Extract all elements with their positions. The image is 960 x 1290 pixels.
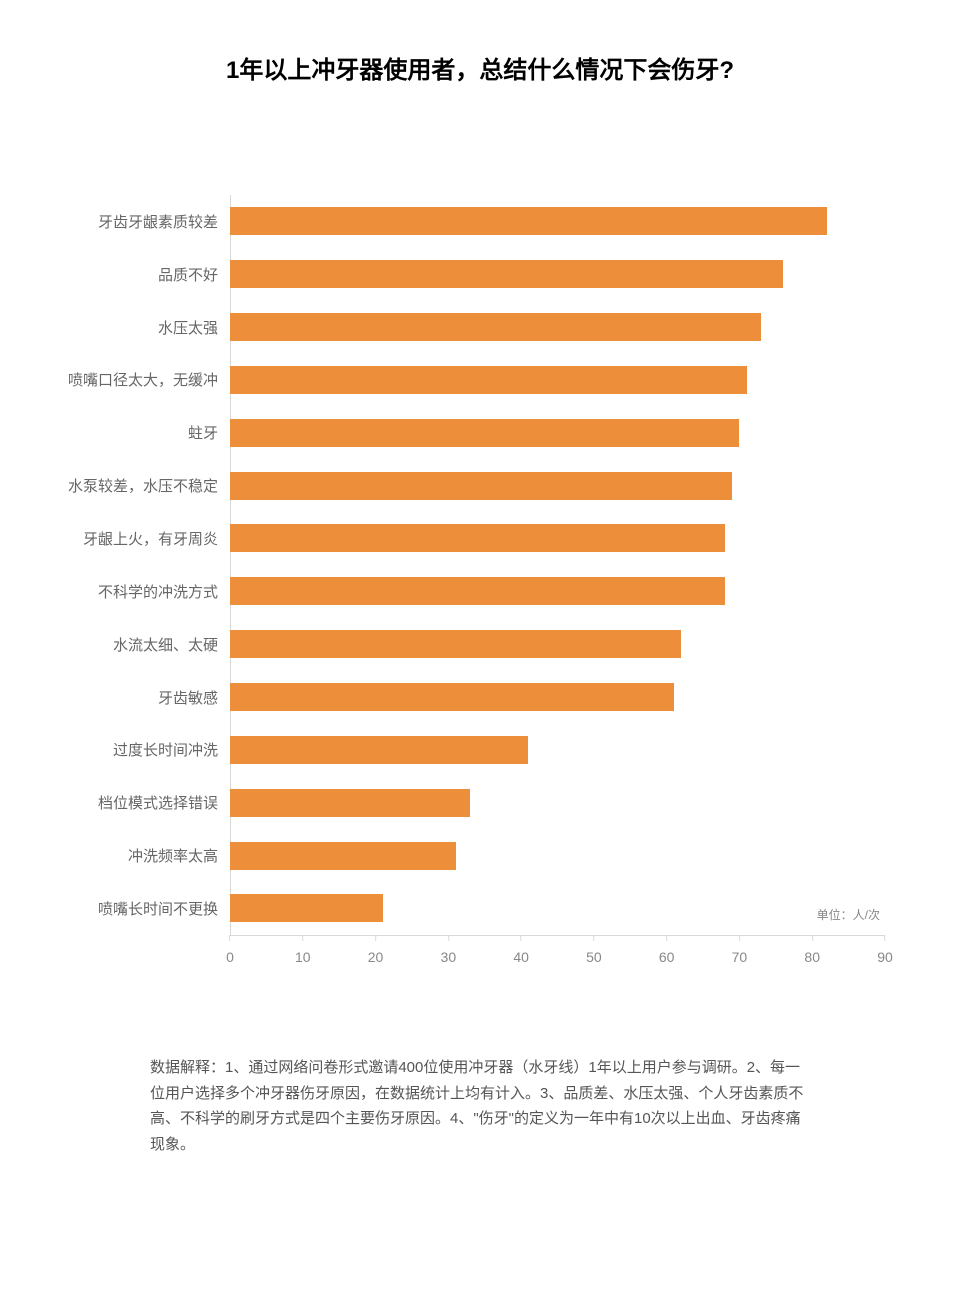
- bar: [230, 842, 456, 870]
- bar-row: 冲洗频率太高: [230, 829, 885, 882]
- tick-label: 40: [513, 949, 529, 965]
- bar: [230, 313, 761, 341]
- bar-row: 牙齿敏感: [230, 671, 885, 724]
- x-tick: 50: [586, 935, 602, 965]
- bar-label: 蛀牙: [188, 422, 230, 443]
- x-tick: 90: [877, 935, 893, 965]
- bar-row: 喷嘴口径太大，无缓冲: [230, 354, 885, 407]
- tick-mark: [812, 935, 813, 941]
- tick-mark: [302, 935, 303, 941]
- bar: [230, 577, 725, 605]
- tick-label: 30: [441, 949, 457, 965]
- chart-title: 1年以上冲牙器使用者，总结什么情况下会伤牙?: [60, 50, 900, 85]
- bar: [230, 736, 528, 764]
- x-tick: 30: [441, 935, 457, 965]
- tick-mark: [229, 935, 230, 941]
- tick-mark: [375, 935, 376, 941]
- bar-row: 牙齿牙龈素质较差: [230, 195, 885, 248]
- bar-row: 过度长时间冲洗: [230, 723, 885, 776]
- bar: [230, 472, 732, 500]
- footer-note: 数据解释：1、通过网络问卷形式邀请400位使用冲牙器（水牙线）1年以上用户参与调…: [60, 1055, 900, 1157]
- tick-label: 20: [368, 949, 384, 965]
- x-tick: 40: [513, 935, 529, 965]
- bar-label: 水流太细、太硬: [113, 634, 230, 655]
- bar-label: 不科学的冲洗方式: [98, 581, 230, 602]
- tick-label: 50: [586, 949, 602, 965]
- bar-row: 档位模式选择错误: [230, 776, 885, 829]
- tick-label: 0: [226, 949, 234, 965]
- x-tick: 70: [732, 935, 748, 965]
- x-axis: 0102030405060708090: [230, 935, 885, 985]
- bar-label: 冲洗频率太高: [128, 845, 230, 866]
- bar: [230, 894, 383, 922]
- x-tick: 0: [226, 935, 234, 965]
- bar: [230, 260, 783, 288]
- bar: [230, 207, 827, 235]
- bar-label: 喷嘴长时间不更换: [98, 898, 230, 919]
- x-tick: 20: [368, 935, 384, 965]
- chart-page: 1年以上冲牙器使用者，总结什么情况下会伤牙? 牙齿牙龈素质较差品质不好水压太强喷…: [0, 0, 960, 1290]
- bar: [230, 524, 725, 552]
- bar-label: 过度长时间冲洗: [113, 739, 230, 760]
- bar: [230, 630, 681, 658]
- bar-label: 牙齿敏感: [158, 687, 230, 708]
- bar-label: 牙龈上火，有牙周炎: [83, 528, 230, 549]
- tick-mark: [521, 935, 522, 941]
- tick-mark: [739, 935, 740, 941]
- bar: [230, 683, 674, 711]
- tick-label: 70: [732, 949, 748, 965]
- bar-row: 牙龈上火，有牙周炎: [230, 512, 885, 565]
- bar: [230, 419, 739, 447]
- bar-row: 水流太细、太硬: [230, 618, 885, 671]
- bar-label: 水压太强: [158, 317, 230, 338]
- x-tick: 80: [804, 935, 820, 965]
- bar-label: 品质不好: [158, 264, 230, 285]
- x-tick: 10: [295, 935, 311, 965]
- tick-label: 90: [877, 949, 893, 965]
- x-axis-line: [230, 935, 885, 936]
- tick-mark: [666, 935, 667, 941]
- tick-label: 10: [295, 949, 311, 965]
- tick-mark: [884, 935, 885, 941]
- bar-label: 喷嘴口径太大，无缓冲: [68, 369, 230, 390]
- bar-row: 水压太强: [230, 301, 885, 354]
- bar-row: 品质不好: [230, 248, 885, 301]
- bar-row: 水泵较差，水压不稳定: [230, 459, 885, 512]
- bar-label: 水泵较差，水压不稳定: [68, 475, 230, 496]
- chart-area: 牙齿牙龈素质较差品质不好水压太强喷嘴口径太大，无缓冲蛀牙水泵较差，水压不稳定牙龈…: [60, 195, 900, 985]
- bar-row: 蛀牙: [230, 406, 885, 459]
- tick-mark: [448, 935, 449, 941]
- tick-label: 80: [804, 949, 820, 965]
- tick-mark: [593, 935, 594, 941]
- bars-container: 牙齿牙龈素质较差品质不好水压太强喷嘴口径太大，无缓冲蛀牙水泵较差，水压不稳定牙龈…: [230, 195, 885, 935]
- bar: [230, 789, 470, 817]
- bar-row: 喷嘴长时间不更换: [230, 882, 885, 935]
- bar-label: 档位模式选择错误: [98, 792, 230, 813]
- bar-label: 牙齿牙龈素质较差: [98, 211, 230, 232]
- bar-row: 不科学的冲洗方式: [230, 565, 885, 618]
- x-tick: 60: [659, 935, 675, 965]
- bar: [230, 366, 747, 394]
- tick-label: 60: [659, 949, 675, 965]
- unit-label: 单位：人/次: [817, 906, 880, 923]
